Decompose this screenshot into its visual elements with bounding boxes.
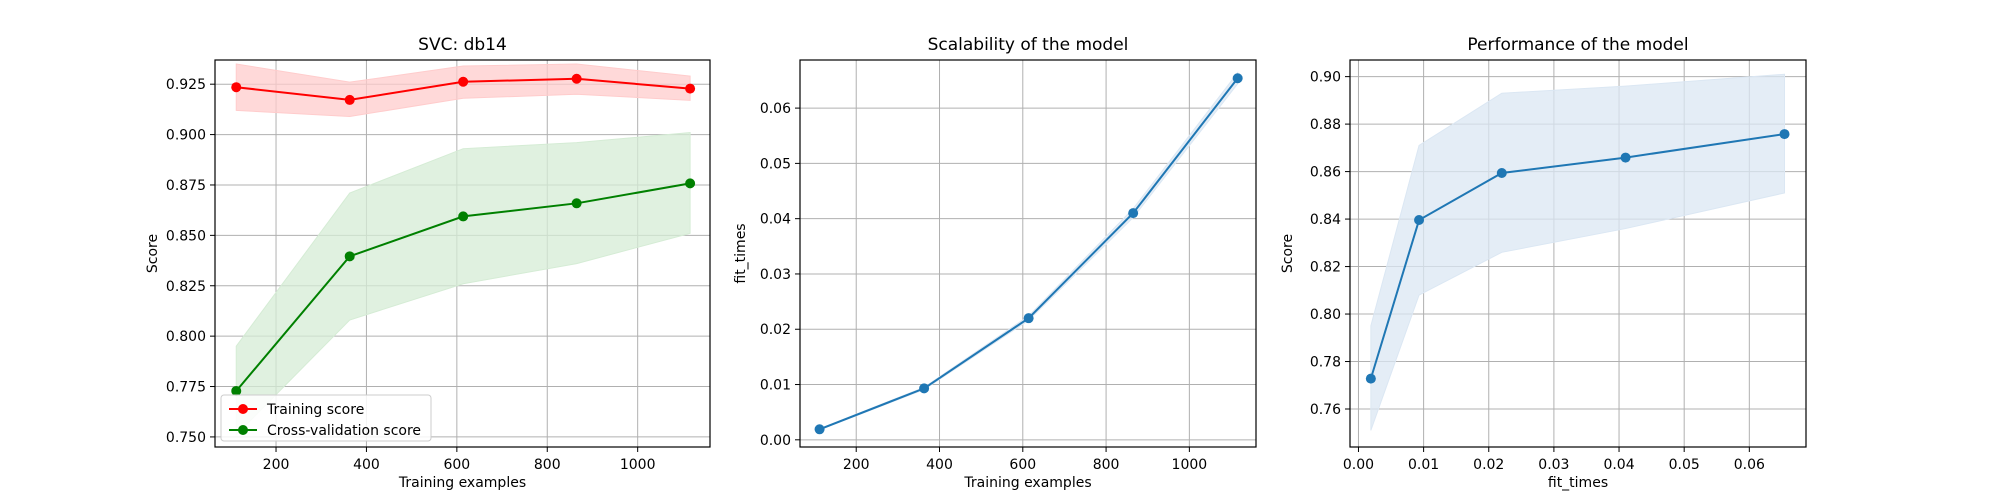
y-tick-label: 0.750: [166, 430, 206, 446]
axes-frame: [214, 59, 711, 448]
x-tick-label: 800: [1093, 457, 1120, 473]
data-point: [1128, 208, 1139, 219]
data-point: [1496, 168, 1507, 179]
y-tick-label: 0.800: [166, 329, 206, 345]
x-tick-label: 800: [534, 457, 561, 473]
plot-area: [814, 71, 1243, 435]
y-tick-label: 0.80: [1310, 307, 1341, 323]
x-tick-label: 1000: [620, 457, 656, 473]
legend-entry-label: Cross-validation score: [267, 423, 421, 439]
data-point: [231, 385, 242, 396]
axes-frame: [1349, 59, 1807, 448]
data-point: [458, 76, 469, 87]
y-tick-label: 0.88: [1310, 117, 1341, 133]
data-point: [458, 211, 469, 222]
y-tick-label: 0.875: [166, 178, 206, 194]
data-point: [571, 198, 582, 209]
x-tick-label: 200: [263, 457, 290, 473]
chart-title: Performance of the model: [1467, 35, 1688, 55]
y-tick-label: 0.775: [166, 380, 206, 396]
x-axis-label: Training examples: [398, 475, 526, 491]
x-tick-label: 0.04: [1603, 457, 1634, 473]
x-tick-label: 400: [353, 457, 380, 473]
data-point: [685, 178, 696, 189]
data-point: [231, 82, 242, 93]
plot-area: [1365, 73, 1790, 431]
y-axis-label: fit_times: [733, 223, 749, 283]
y-tick-label: 0.90: [1310, 70, 1341, 86]
y-axis-label: Score: [1280, 234, 1296, 273]
y-tick-label: 0.05: [760, 156, 791, 172]
y-tick-label: 0.82: [1310, 260, 1341, 276]
data-point: [1365, 373, 1376, 384]
y-tick-label: 0.925: [166, 77, 206, 93]
x-tick-label: 200: [843, 457, 870, 473]
x-tick-label: 0.03: [1538, 457, 1569, 473]
x-tick-label: 0.05: [1669, 457, 1700, 473]
y-tick-label: 0.03: [760, 267, 791, 283]
performance-panel: 0.00 0.01 0.02 0.03 0.04 0.05 0.06 0.76 0.78 0.80…: [1280, 35, 1807, 491]
legend-marker: [238, 425, 248, 435]
y-tick-label: 0.02: [760, 322, 791, 338]
y-tick-label: 0.76: [1310, 402, 1341, 418]
x-tick-label: 400: [926, 457, 953, 473]
y-tick-label: 0.825: [166, 279, 206, 295]
legend-marker: [238, 404, 248, 414]
data-point: [1620, 152, 1631, 163]
y-tick-label: 0.900: [166, 128, 206, 144]
x-tick-label: 1000: [1172, 457, 1208, 473]
plot-area: [231, 63, 696, 437]
x-tick-label: 0.00: [1343, 457, 1374, 473]
data-point: [685, 83, 696, 94]
y-tick-label: 0.01: [760, 378, 791, 394]
y-tick-label: 0.86: [1310, 165, 1341, 181]
chart-title: Scalability of the model: [928, 35, 1129, 55]
x-tick-label: 0.01: [1408, 457, 1439, 473]
y-axis-label: Score: [145, 234, 161, 273]
data-point: [814, 424, 825, 435]
data-point: [1779, 129, 1790, 140]
data-point: [1232, 73, 1243, 84]
data-point: [1023, 313, 1034, 324]
chart-title: SVC: db14: [418, 35, 507, 55]
x-tick-label: 0.02: [1473, 457, 1504, 473]
y-tick-label: 0.84: [1310, 212, 1341, 228]
y-tick-label: 0.850: [166, 228, 206, 244]
confidence-band: [1370, 73, 1785, 431]
axes-frame: [799, 59, 1257, 448]
y-tick-label: 0.06: [760, 101, 791, 117]
legend-entry-label: Training score: [266, 402, 364, 418]
data-point: [571, 73, 582, 84]
x-tick-label: 600: [443, 457, 470, 473]
y-tick-label: 0.04: [760, 212, 791, 228]
scalability-panel: 200 400 600 800 1000 0.00 0.01 0.02 0.03 0.04 0.05…: [733, 35, 1257, 491]
data-point: [919, 383, 930, 394]
y-tick-label: 0.00: [760, 433, 791, 449]
legend: Training score Cross-validation score: [220, 394, 432, 442]
x-axis-label: Training examples: [963, 475, 1091, 491]
learning-curve-panel: 200 400 600 800 1000 0.750 0.775 0.800 0.825 0.85…: [145, 35, 711, 491]
x-tick-label: 600: [1009, 457, 1036, 473]
x-axis-label: fit_times: [1548, 475, 1608, 491]
data-point: [344, 94, 355, 105]
x-tick-label: 0.06: [1734, 457, 1765, 473]
data-point: [344, 251, 355, 262]
legend-box: [220, 394, 432, 442]
y-tick-label: 0.78: [1310, 355, 1341, 371]
data-point: [1414, 215, 1425, 226]
